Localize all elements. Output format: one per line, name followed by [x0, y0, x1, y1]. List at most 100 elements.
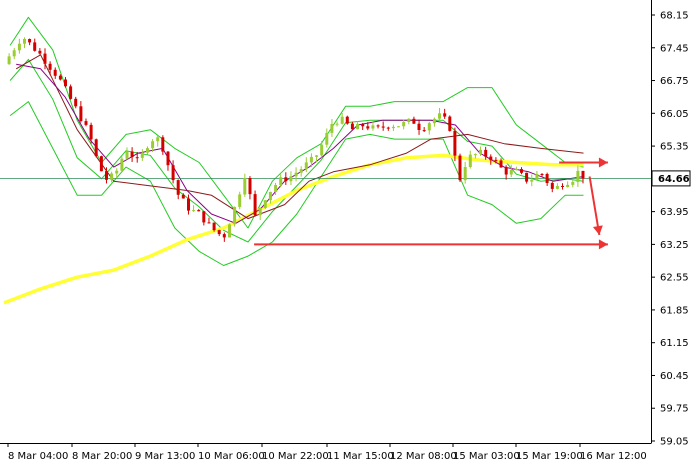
candle-body	[345, 116, 349, 124]
x-tick-label: 9 Mar 13:00	[135, 451, 195, 462]
y-tick-label: 60.45	[660, 371, 689, 382]
candle-body	[33, 42, 37, 51]
candle-body	[514, 169, 518, 171]
current-price-group: 64.66	[651, 170, 691, 187]
candle-body	[105, 171, 108, 180]
candle-body	[356, 124, 360, 130]
x-tick-label: 16 Mar 12:00	[580, 451, 647, 462]
candle-body	[89, 124, 93, 140]
candle-body	[79, 106, 83, 122]
candle-body	[156, 137, 160, 142]
x-tick-label: 8 Mar 20:00	[72, 451, 132, 462]
candle-body	[289, 176, 293, 182]
candle-body	[253, 194, 257, 216]
candle-body	[268, 191, 272, 201]
candle-body	[28, 39, 32, 43]
candle-body	[448, 116, 452, 131]
candle-body	[438, 113, 441, 119]
x-tick-label: 10 Mar 22:00	[262, 451, 329, 462]
y-tick-label: 66.05	[660, 109, 689, 120]
candle-body	[417, 123, 421, 130]
candle-body	[386, 127, 390, 129]
candle-body	[432, 118, 436, 124]
candle-body	[263, 200, 267, 208]
candle-body	[320, 144, 324, 156]
x-tick-label: 15 Mar 19:00	[516, 451, 583, 462]
candle-body	[381, 126, 385, 128]
candle-body	[468, 154, 472, 167]
candle-body	[248, 178, 252, 195]
candle-body	[23, 39, 26, 44]
candle-body	[171, 165, 175, 181]
bollinger-middle-band	[9, 58, 584, 243]
forecast-arrow-head	[592, 225, 603, 236]
candle-body	[258, 208, 262, 216]
y-tick-label: 59.75	[660, 404, 689, 415]
candle-body	[161, 137, 165, 152]
candle-body	[545, 174, 549, 183]
candle-body	[294, 172, 298, 177]
candle-body	[561, 186, 564, 187]
candle-body	[335, 123, 339, 125]
candle-body	[43, 53, 47, 64]
candle-body	[325, 132, 329, 145]
candle-body	[473, 154, 477, 156]
x-tick-label: 15 Mar 03:00	[453, 451, 520, 462]
candle-body	[38, 50, 42, 54]
candle-body	[217, 230, 221, 235]
candle-body	[422, 130, 426, 132]
candle-body	[197, 210, 201, 212]
candle-body	[366, 126, 370, 129]
candle-body	[233, 206, 237, 225]
candle-body	[284, 177, 288, 182]
y-tick-label: 63.25	[660, 240, 689, 251]
moving-averages	[3, 54, 584, 305]
candle-body	[489, 156, 493, 161]
candle-body	[402, 122, 406, 127]
candle-body	[581, 170, 585, 179]
candle-body	[192, 210, 196, 212]
y-tick-label: 67.45	[660, 43, 689, 54]
candle-body	[484, 149, 488, 157]
candle-body	[330, 124, 334, 133]
forecast-arrows	[254, 157, 608, 250]
candle-body	[58, 75, 62, 80]
candle-body	[509, 169, 513, 175]
y-tick-label: 59.05	[660, 437, 689, 448]
candle-body	[212, 222, 216, 231]
candle-body	[64, 79, 67, 87]
candle-body	[176, 180, 180, 195]
y-axis-ticks: 68.15 67.45 66.75 66.05 65.35 63.95 63.25 62.55…	[651, 11, 689, 448]
candle-body	[463, 167, 467, 181]
candle-body	[279, 177, 283, 185]
purple-moving-average	[16, 63, 584, 224]
candle-body	[371, 125, 375, 129]
candle-body	[202, 211, 206, 223]
candle-body	[576, 170, 580, 182]
candle-body	[427, 123, 431, 131]
candle-body	[299, 169, 303, 173]
candle-body	[181, 194, 185, 199]
candle-body	[187, 198, 190, 211]
candle-body	[146, 148, 149, 153]
dark-red-moving-average	[15, 54, 584, 220]
x-tick-label: 10 Mar 06:00	[198, 451, 265, 462]
candle-body	[494, 160, 498, 162]
y-tick-label: 65.35	[660, 142, 689, 153]
candle-body	[443, 113, 447, 117]
candle-body	[350, 123, 354, 130]
candle-body	[48, 63, 52, 70]
forecast-arrow-line	[588, 176, 601, 236]
candle-body	[304, 162, 308, 170]
candle-body	[407, 118, 411, 122]
candle-body	[530, 179, 534, 182]
candle-body	[135, 157, 139, 159]
candle-body	[69, 86, 73, 99]
forecast-arrow-head	[598, 239, 608, 250]
x-tick-label: 12 Mar 08:00	[390, 451, 457, 462]
candle-body	[12, 50, 16, 57]
y-tick-label: 62.55	[660, 273, 689, 284]
candle-body	[412, 118, 416, 124]
candle-body	[555, 186, 559, 189]
